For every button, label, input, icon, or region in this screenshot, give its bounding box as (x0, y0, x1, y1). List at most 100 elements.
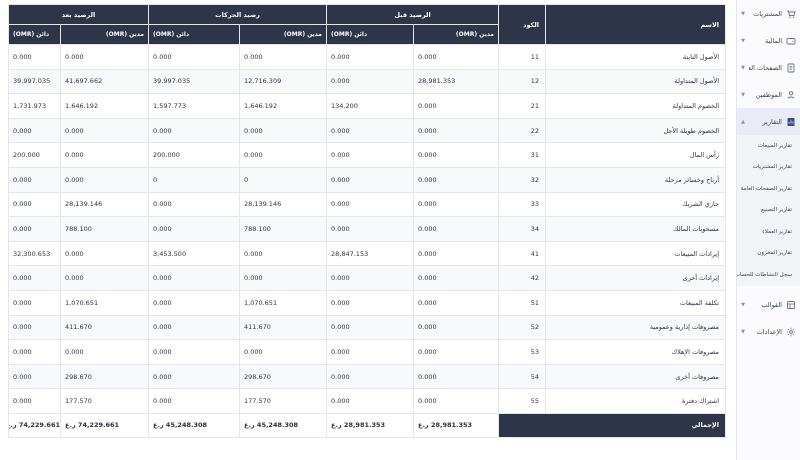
table-header-sub-row: مدين (OMR) دائن (OMR) مدين (OMR) دائن (O… (8, 24, 726, 45)
cell-movements-credit: 0.000 (148, 363, 240, 390)
cell-after-credit: 200.000 (8, 142, 61, 168)
table-row[interactable]: مصروفات أخرى 54 0.000 0.000 298.670 0.000 298.… (8, 363, 727, 390)
sidebar: المشتريات ▼ المالية ▼ الصفحات العامة ▼ ا… (736, 0, 800, 460)
cell-account-name: رأس المال (545, 142, 727, 168)
sidebar-item-label: القوالب (761, 301, 782, 309)
table-row[interactable]: أرباح وخسائر مرحلة 32 0.000 0.000 0 0 0.000 0.0… (8, 166, 727, 193)
total-before-credit: 28,981.353 ر.ع (325, 412, 415, 438)
sidebar-item-purchases[interactable]: المشتريات ▼ (737, 0, 800, 27)
submenu-item-manufacturing-reports[interactable]: تقارير التصنيع (761, 207, 792, 214)
column-header-movements-credit[interactable]: دائن (OMR) (148, 24, 240, 45)
table-row[interactable]: مصروفات إدارية وعمومية 52 0.000 0.000 411.67… (8, 314, 727, 341)
sidebar-item-assets[interactable]: الصفحات العامة ▼ (737, 54, 800, 81)
submenu-item-general-pages-reports[interactable]: تقارير الصفحات العامة (740, 185, 792, 192)
gear-icon (785, 327, 796, 338)
cell-movements-debit: 0.000 (239, 339, 327, 365)
cell-after-credit: 0.000 (8, 166, 61, 193)
table-row[interactable]: رأس المال 31 0.000 0.000 0.000 200.000 0.000 20… (8, 142, 727, 168)
cell-after-credit: 0.000 (8, 339, 61, 365)
table-row[interactable]: جاري الشريك 33 0.000 0.000 28,139.146 0.000 28… (8, 191, 727, 218)
column-header-after-debit[interactable]: مدين (OMR) (60, 24, 149, 45)
cell-before-debit: 0.000 (413, 117, 500, 144)
cell-movements-credit: 0.000 (148, 339, 240, 365)
cell-after-credit: 0.000 (8, 388, 61, 414)
cell-after-debit: 298.670 (60, 363, 149, 390)
cell-account-name: جاري الشريك (545, 191, 727, 218)
cell-before-credit: 0.000 (325, 363, 415, 390)
table-header-group-row: الاسم الكود الرصيد قبل رصيد الحركات الرص… (8, 4, 727, 45)
cell-account-code: 52 (498, 314, 547, 341)
reports-submenu: تقارير المبيعات تقارير المشتريات تقارير … (737, 135, 800, 286)
table-row[interactable]: الأصول المتداولة 12 28,981.353 0.000 12,716.… (8, 68, 727, 95)
cell-movements-debit: 0.000 (239, 265, 327, 291)
submenu-item-customers-reports[interactable]: تقارير العملاء (762, 228, 792, 235)
cell-after-credit: 0.000 (8, 289, 61, 316)
cell-account-code: 31 (498, 142, 547, 168)
cell-after-credit: 0.000 (8, 44, 61, 70)
sidebar-item-reports[interactable]: التقارير ▲ (737, 108, 800, 135)
chevron-down-icon: ▼ (741, 37, 745, 44)
table-row[interactable]: مصروفات الإهلاك 53 0.000 0.000 0.000 0.000 0.0… (8, 339, 727, 365)
cell-movements-credit: 200.000 (148, 142, 240, 168)
cell-movements-debit: 788.100 (239, 216, 327, 242)
submenu-item-inventory-reports[interactable]: تقارير المخزون (757, 250, 792, 257)
table-row[interactable]: تكلفة المبيعات 51 0.000 0.000 1,070.651 0.000… (8, 289, 727, 316)
cell-account-code: 34 (498, 216, 547, 242)
sidebar-item-templates[interactable]: القوالب ▼ (737, 292, 800, 319)
sidebar-item-employees[interactable]: الموظفين ▼ (737, 81, 800, 108)
cell-before-debit: 0.000 (413, 314, 500, 341)
sidebar-item-label: الصفحات العامة (749, 63, 782, 72)
cell-before-credit: 0.000 (325, 216, 415, 242)
cell-before-credit: 28,847.153 (325, 240, 415, 267)
cell-movements-credit: 0.000 (148, 44, 240, 70)
submenu-item-activity-log[interactable]: سجل النشاطات للحساب (737, 271, 792, 278)
column-header-after-credit[interactable]: دائن (OMR) (8, 24, 61, 45)
cell-before-credit: 0.000 (325, 117, 415, 144)
column-header-code[interactable]: الكود (498, 4, 547, 45)
cell-movements-debit: 0.000 (239, 44, 327, 70)
sidebar-item-settings[interactable]: الإعدادات ▼ (737, 319, 800, 346)
chevron-down-icon: ▼ (741, 302, 745, 308)
chevron-up-icon: ▲ (741, 118, 745, 125)
table-row[interactable]: الخصوم المتداولة 21 0.000 134.200 1,646.192 1… (8, 93, 727, 119)
column-header-before-debit[interactable]: مدين (OMR) (413, 24, 500, 45)
cell-before-debit: 0.000 (413, 240, 500, 267)
table-row[interactable]: مسحوبات المالك 34 0.000 0.000 788.100 0.000 78… (8, 216, 727, 242)
sidebar-item-label: الموظفين (755, 90, 782, 99)
report-icon (785, 116, 796, 127)
cell-before-credit: 0.000 (325, 68, 415, 95)
cell-account-name: إيرادات أخرى (545, 265, 727, 291)
cell-movements-credit: 3,453.500 (148, 240, 240, 267)
cell-movements-debit: 28,139.146 (239, 191, 327, 218)
sidebar-item-finance[interactable]: المالية ▼ (737, 27, 800, 54)
table-row[interactable]: الأصول الثابتة 11 0.000 0.000 0.000 0.000 0.00… (8, 44, 727, 70)
cart-icon (785, 8, 796, 19)
cell-movements-debit: 0 (239, 166, 327, 193)
cell-after-debit: 0.000 (60, 166, 149, 193)
table-body: الأصول الثابتة 11 0.000 0.000 0.000 0.000 0.00… (8, 44, 727, 414)
column-header-before-credit[interactable]: دائن (OMR) (325, 24, 415, 45)
table-row[interactable]: الخصوم طويلة الأجل 22 0.000 0.000 0.000 0.000… (8, 117, 727, 144)
total-movements-debit: 45,248.308 ر.ع (239, 412, 327, 438)
table-row[interactable]: إيرادات المبيعات 41 0.000 28,847.153 0.000 3,… (8, 240, 727, 267)
submenu-item-sales-reports[interactable]: تقارير المبيعات (757, 142, 792, 149)
cell-after-debit: 177.570 (60, 388, 149, 414)
cell-before-credit: 0.000 (325, 142, 415, 168)
table-row[interactable]: إيرادات أخرى 42 0.000 0.000 0.000 0.000 0.000 0… (8, 265, 727, 291)
total-after-credit: 74,229.661 ر.ع (8, 412, 61, 438)
cell-before-debit: 0.000 (413, 289, 500, 316)
cell-after-credit: 0.000 (8, 191, 61, 218)
cell-after-debit: 1,646.192 (60, 93, 149, 119)
table-row[interactable]: اشتراك دفترة 55 0.000 0.000 177.570 0.000 177.… (8, 388, 727, 414)
cell-after-credit: 0.000 (8, 117, 61, 144)
cell-movements-credit: 39,997.035 (148, 68, 240, 95)
chevron-down-icon: ▼ (741, 10, 745, 17)
chevron-down-icon: ▼ (741, 329, 745, 335)
cell-before-credit: 0.000 (325, 265, 415, 291)
submenu-item-purchases-reports[interactable]: تقارير المشتريات (752, 164, 792, 171)
column-header-movements-debit[interactable]: مدين (OMR) (239, 24, 327, 45)
cell-account-name: تكلفة المبيعات (545, 289, 727, 316)
column-group-movements: رصيد الحركات (148, 4, 327, 25)
column-header-name[interactable]: الاسم (545, 4, 727, 45)
cell-movements-credit: 0.000 (148, 265, 240, 291)
